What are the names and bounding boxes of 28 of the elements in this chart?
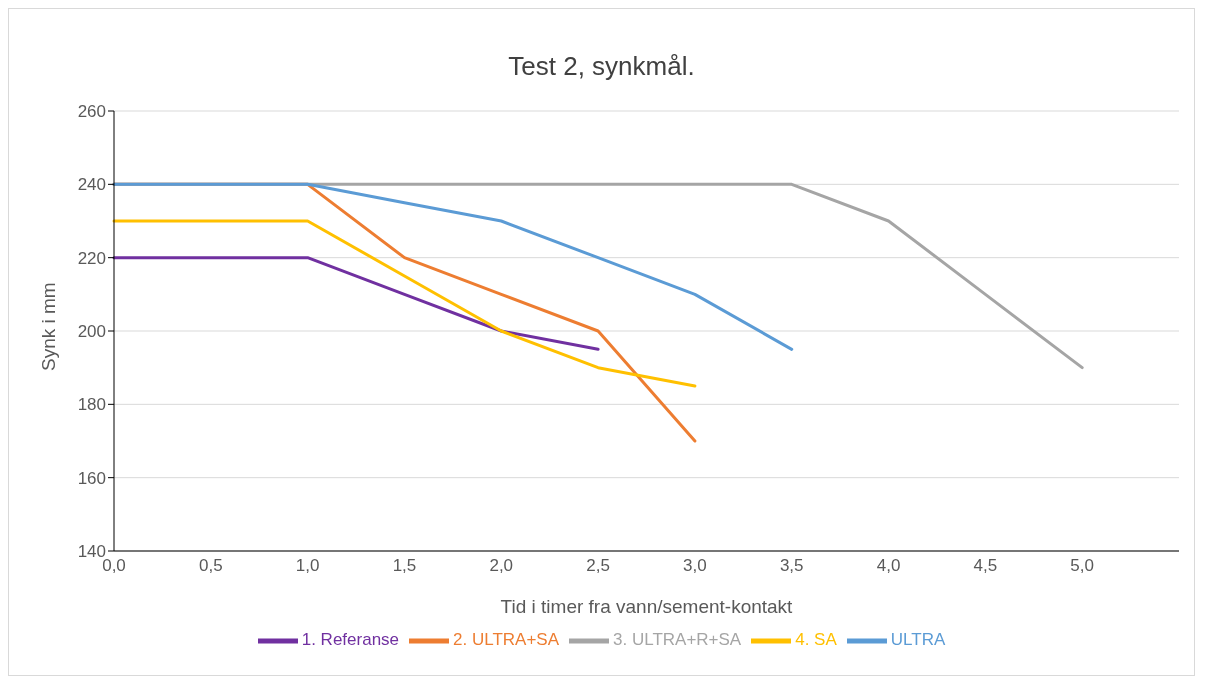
line-series — [112, 182, 794, 351]
legend-label: 4. SA — [795, 630, 837, 650]
x-tick-label: 2,0 — [489, 556, 514, 576]
line-series — [112, 219, 697, 388]
x-tick-label: 4,5 — [973, 556, 998, 576]
y-tick-label: 180 — [77, 395, 106, 415]
y-tick-label: 220 — [77, 248, 106, 268]
x-tick-label: 3,0 — [683, 556, 707, 576]
y-tick-label: 200 — [77, 322, 106, 342]
legend-label: 2. ULTRA+SA — [453, 630, 560, 650]
x-tick-label: 4,0 — [876, 556, 901, 576]
y-tick-label: 240 — [77, 175, 106, 195]
x-tick-label: 1,5 — [392, 556, 417, 576]
chart-title: Test 2, synkmål. — [507, 51, 696, 83]
line-series — [112, 256, 600, 351]
x-tick-label: 1,0 — [295, 556, 320, 576]
x-tick-label: 2,5 — [586, 556, 610, 576]
y-tick-label: 160 — [77, 468, 106, 488]
x-tick-label: 3,5 — [779, 556, 804, 576]
x-tick-label: 0,5 — [199, 556, 223, 576]
legend-label: 1. Referanse — [301, 630, 400, 650]
x-tick-label: 0,0 — [102, 556, 126, 576]
x-axis-title: Tid i timer fra vann/sement-kontakt — [500, 596, 794, 617]
legend-label: ULTRA — [890, 630, 946, 650]
y-tick-label: 260 — [77, 102, 106, 122]
y-axis-title: Synk i mm — [37, 282, 59, 371]
x-tick-label: 5,0 — [1070, 556, 1094, 576]
legend-label: 3. ULTRA+R+SA — [613, 630, 742, 650]
